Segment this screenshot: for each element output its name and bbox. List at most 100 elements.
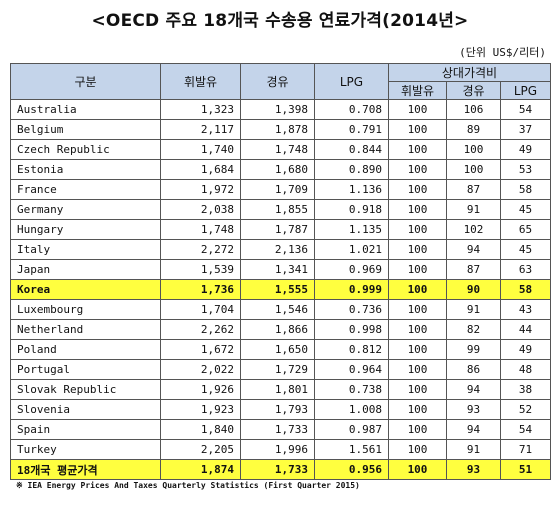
- cell-gasoline: 1,740: [160, 139, 241, 160]
- cell-country: Spain: [10, 419, 161, 440]
- cell-rel-diesel: 91: [446, 299, 501, 320]
- cell-rel-lpg: 37: [500, 119, 551, 140]
- cell-rel-gasoline: 100: [388, 239, 447, 260]
- cell-rel-lpg: 45: [500, 199, 551, 220]
- cell-lpg: 0.987: [314, 419, 389, 440]
- cell-country: Turkey: [10, 439, 161, 460]
- cell-diesel: 1,878: [240, 119, 315, 140]
- cell-rel-gasoline: 100: [388, 459, 447, 480]
- cell-rel-lpg: 52: [500, 399, 551, 420]
- cell-rel-diesel: 94: [446, 239, 501, 260]
- cell-rel-lpg: 63: [500, 259, 551, 280]
- header-relative: 상대가격비: [388, 63, 551, 82]
- cell-diesel: 1,855: [240, 199, 315, 220]
- cell-lpg: 0.708: [314, 99, 389, 120]
- cell-gasoline: 1,704: [160, 299, 241, 320]
- cell-diesel: 1,729: [240, 359, 315, 380]
- cell-gasoline: 2,272: [160, 239, 241, 260]
- cell-rel-lpg: 49: [500, 139, 551, 160]
- cell-rel-gasoline: 100: [388, 279, 447, 300]
- cell-country: Belgium: [10, 119, 161, 140]
- average-row: 18개국 평균가격 1,874 1,733 0.956 100 93 51: [10, 459, 551, 480]
- cell-gasoline: 2,022: [160, 359, 241, 380]
- header-diesel: 경유: [240, 63, 315, 100]
- cell-diesel: 1,866: [240, 319, 315, 340]
- cell-country: Slovenia: [10, 399, 161, 420]
- cell-rel-gasoline: 100: [388, 339, 447, 360]
- cell-diesel: 1,555: [240, 279, 315, 300]
- cell-lpg: 0.844: [314, 139, 389, 160]
- cell-rel-gasoline: 100: [388, 259, 447, 280]
- cell-rel-lpg: 45: [500, 239, 551, 260]
- subheader-row: 휘발유 경유 LPG: [11, 81, 551, 100]
- cell-diesel: 1,793: [240, 399, 315, 420]
- cell-gasoline: 1,323: [160, 99, 241, 120]
- table-row: Spain 1,840 1,733 0.987 100 94 54: [10, 419, 551, 440]
- cell-lpg: 0.999: [314, 279, 389, 300]
- cell-rel-gasoline: 100: [388, 359, 447, 380]
- cell-rel-lpg: 65: [500, 219, 551, 240]
- cell-rel-diesel: 89: [446, 119, 501, 140]
- table-row: Korea 1,736 1,555 0.999 100 90 58: [10, 279, 551, 300]
- cell-gasoline: 1,539: [160, 259, 241, 280]
- cell-gasoline: 1,736: [160, 279, 241, 300]
- cell-rel-diesel: 106: [446, 99, 501, 120]
- table-row: Poland 1,672 1,650 0.812 100 99 49: [10, 339, 551, 360]
- cell-rel-diesel: 99: [446, 339, 501, 360]
- cell-country: France: [10, 179, 161, 200]
- cell-lpg: 1.008: [314, 399, 389, 420]
- cell-lpg: 1.136: [314, 179, 389, 200]
- unit-label: (단위 US$/리터): [459, 46, 546, 59]
- table-row: Portugal 2,022 1,729 0.964 100 86 48: [10, 359, 551, 380]
- cell-rel-diesel: 82: [446, 319, 501, 340]
- cell-lpg: 0.736: [314, 299, 389, 320]
- cell-diesel: 1,546: [240, 299, 315, 320]
- cell-gasoline: 2,262: [160, 319, 241, 340]
- table-row: France 1,972 1,709 1.136 100 87 58: [10, 179, 551, 200]
- cell-rel-diesel: 90: [446, 279, 501, 300]
- source-footnote: ※ IEA Energy Prices And Taxes Quarterly …: [16, 481, 360, 490]
- table-row: Italy 2,272 2,136 1.021 100 94 45: [10, 239, 551, 260]
- table-body: Australia 1,323 1,398 0.708 100 106 54 Belgium 2…: [10, 99, 551, 480]
- header-rel-gasoline: 휘발유: [388, 81, 447, 100]
- cell-lpg: 0.956: [314, 459, 389, 480]
- cell-rel-diesel: 87: [446, 259, 501, 280]
- cell-country: 18개국 평균가격: [10, 459, 161, 480]
- cell-lpg: 0.918: [314, 199, 389, 220]
- cell-lpg: 0.998: [314, 319, 389, 340]
- cell-country: Slovak Republic: [10, 379, 161, 400]
- header-gasoline: 휘발유: [160, 63, 241, 100]
- cell-rel-lpg: 53: [500, 159, 551, 180]
- cell-country: Estonia: [10, 159, 161, 180]
- header-country: 구분: [10, 63, 161, 100]
- cell-rel-gasoline: 100: [388, 299, 447, 320]
- cell-rel-gasoline: 100: [388, 419, 447, 440]
- cell-gasoline: 2,117: [160, 119, 241, 140]
- table-row: Slovenia 1,923 1,793 1.008 100 93 52: [10, 399, 551, 420]
- cell-country: Luxembourg: [10, 299, 161, 320]
- table-row: Hungary 1,748 1,787 1.135 100 102 65: [10, 219, 551, 240]
- table-row: Netherland 2,262 1,866 0.998 100 82 44: [10, 319, 551, 340]
- table-row: Slovak Republic 1,926 1,801 0.738 100 94 38: [10, 379, 551, 400]
- cell-rel-gasoline: 100: [388, 379, 447, 400]
- table-row: Australia 1,323 1,398 0.708 100 106 54: [10, 99, 551, 120]
- table-row: Belgium 2,117 1,878 0.791 100 89 37: [10, 119, 551, 140]
- table-row: Germany 2,038 1,855 0.918 100 91 45: [10, 199, 551, 220]
- cell-country: Hungary: [10, 219, 161, 240]
- cell-gasoline: 2,205: [160, 439, 241, 460]
- cell-diesel: 1,680: [240, 159, 315, 180]
- fuel-price-table: 구분 휘발유 경유 LPG 상대가격비 휘발유 경유 LPG Australia…: [10, 63, 551, 480]
- cell-lpg: 1.021: [314, 239, 389, 260]
- cell-diesel: 1,709: [240, 179, 315, 200]
- cell-diesel: 1,341: [240, 259, 315, 280]
- cell-lpg: 1.135: [314, 219, 389, 240]
- cell-rel-gasoline: 100: [388, 319, 447, 340]
- cell-lpg: 0.890: [314, 159, 389, 180]
- cell-rel-lpg: 51: [500, 459, 551, 480]
- header-lpg: LPG: [314, 63, 389, 100]
- cell-rel-lpg: 71: [500, 439, 551, 460]
- cell-rel-diesel: 93: [446, 459, 501, 480]
- cell-gasoline: 1,684: [160, 159, 241, 180]
- cell-rel-gasoline: 100: [388, 179, 447, 200]
- cell-gasoline: 1,923: [160, 399, 241, 420]
